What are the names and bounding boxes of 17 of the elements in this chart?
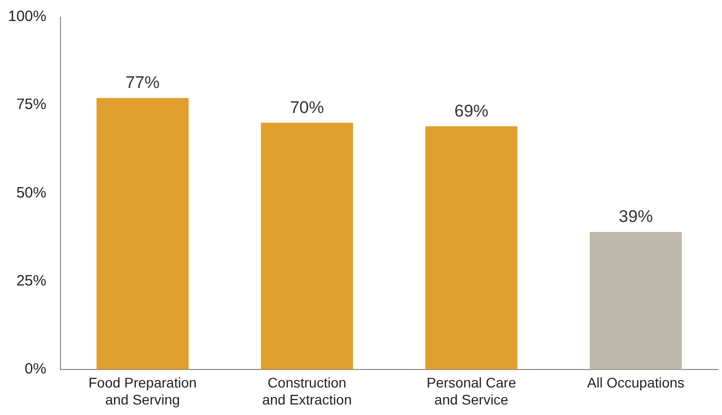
data-label: 69% xyxy=(454,101,488,120)
bar xyxy=(425,126,518,370)
y-tick-label: 50% xyxy=(16,184,46,202)
y-tick-label: 75% xyxy=(16,96,46,114)
bar xyxy=(590,232,682,370)
y-tick-label: 100% xyxy=(8,8,46,26)
x-tick-label: Food Preparation and Serving xyxy=(88,374,197,408)
x-tick-label: Personal Care and Service xyxy=(426,374,516,408)
x-tick-label: All Occupations xyxy=(587,374,684,391)
bar xyxy=(260,122,354,370)
data-label: 39% xyxy=(618,207,653,226)
x-tick-label: Construction and Extraction xyxy=(262,374,352,408)
bar xyxy=(96,98,189,370)
y-tick-label: 0% xyxy=(24,360,46,378)
data-label: 70% xyxy=(290,98,324,117)
data-label: 77% xyxy=(126,73,160,92)
y-tick-label: 25% xyxy=(16,272,46,290)
